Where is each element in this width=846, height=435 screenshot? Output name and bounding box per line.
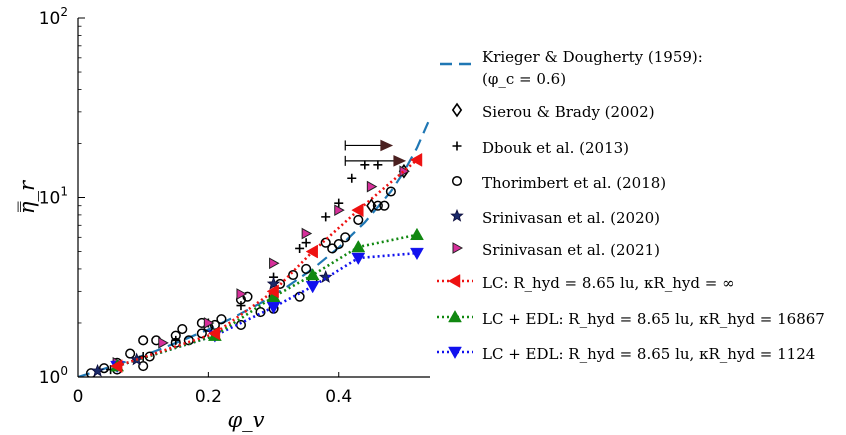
axes: 0 0.2 0.4 100 101 102 φ_v η̿_r bbox=[15, 5, 430, 432]
legend-entry-thorimbert: Thorimbert et al. (2018) bbox=[451, 174, 666, 192]
data-point-srinivasan2021 bbox=[158, 336, 169, 349]
data-point-srinivasan2021 bbox=[334, 204, 345, 217]
data-point-dbouk bbox=[334, 198, 344, 208]
data-point-lc bbox=[409, 152, 423, 167]
data-point-srinivasan2020 bbox=[90, 363, 105, 377]
data-point-dbouk bbox=[321, 212, 331, 222]
legend-label: Thorimbert et al. (2018) bbox=[482, 174, 666, 192]
legend-entry-srinivasan2020: Srinivasan et al. (2020) bbox=[450, 208, 660, 227]
data-point-srinivasan2021 bbox=[236, 288, 247, 300]
dbouk-arrow bbox=[344, 139, 394, 152]
data-point-srinivasan2021 bbox=[366, 180, 378, 193]
x-tick-label: 0.4 bbox=[325, 387, 352, 407]
legend-entry-sierou: Sierou & Brady (2002) bbox=[451, 102, 655, 121]
data-point-dbouk bbox=[171, 335, 181, 345]
x-tick-label: 0 bbox=[73, 387, 84, 407]
legend-label: Srinivasan et al. (2021) bbox=[482, 241, 660, 259]
data-point-thorimbert bbox=[288, 269, 299, 281]
data-point-edl1124 bbox=[351, 252, 366, 266]
data-point-edl16867 bbox=[305, 267, 320, 281]
y-tick-label: 101 bbox=[39, 185, 68, 209]
series-lc-line bbox=[116, 158, 418, 368]
data-point-thorimbert bbox=[333, 239, 344, 250]
legend-label: LC: R_hyd = 8.65 lu, κR_hyd = ∞ bbox=[482, 274, 735, 292]
data-point-lc bbox=[305, 244, 318, 259]
data-point-edl16867 bbox=[351, 239, 366, 253]
legend-label: LC + EDL: R_hyd = 8.65 lu, κR_hyd = 1124 bbox=[482, 345, 815, 363]
dbouk-arrow-head bbox=[380, 139, 394, 152]
data-point-srinivasan2021 bbox=[301, 227, 313, 240]
y-axis-label: η̿_r bbox=[15, 179, 39, 214]
data-point-srinivasan2021 bbox=[203, 317, 215, 329]
data-point-thorimbert bbox=[216, 314, 227, 325]
dbouk-arrow-head bbox=[393, 155, 407, 167]
legend-label: LC + EDL: R_hyd = 8.65 lu, κR_hyd = 1686… bbox=[482, 310, 825, 328]
data-point-thorimbert bbox=[372, 200, 383, 211]
legend-swatch bbox=[452, 141, 462, 151]
legend-entry-dbouk: Dbouk et al. (2013) bbox=[452, 139, 629, 157]
data-point-lc bbox=[207, 326, 221, 341]
data-point-dbouk bbox=[236, 301, 246, 311]
legend-swatch bbox=[450, 208, 464, 222]
x-tick-label: 0.2 bbox=[195, 387, 222, 407]
data-point-lc bbox=[110, 359, 123, 374]
data-point-dbouk bbox=[360, 160, 370, 170]
legend-label: Sierou & Brady (2002) bbox=[482, 103, 655, 121]
data-point-srinivasan2021 bbox=[399, 165, 410, 178]
data-point-thorimbert bbox=[196, 328, 207, 339]
data-point-thorimbert bbox=[385, 186, 396, 197]
legend-label: Dbouk et al. (2013) bbox=[482, 139, 629, 157]
data-point-thorimbert bbox=[255, 307, 266, 318]
y-tick-label: 100 bbox=[39, 364, 68, 388]
legend-entry-lc: LC: R_hyd = 8.65 lu, κR_hyd = ∞ bbox=[437, 274, 735, 292]
legend-entry-edl1124: LC + EDL: R_hyd = 8.65 lu, κR_hyd = 1124 bbox=[437, 345, 815, 363]
data-point-dbouk bbox=[347, 173, 357, 183]
data-point-dbouk bbox=[373, 160, 383, 170]
data-point-edl16867 bbox=[410, 227, 424, 241]
series-lc bbox=[110, 152, 423, 374]
legend-entry-srinivasan2021: Srinivasan et al. (2021) bbox=[452, 241, 660, 259]
x-axis-label: φ_v bbox=[227, 408, 264, 432]
data-point-thorimbert bbox=[353, 214, 364, 225]
legend: Krieger & Dougherty (1959): (φ_c = 0.6) Si… bbox=[437, 48, 825, 363]
legend-label: Krieger & Dougherty (1959): bbox=[482, 48, 703, 66]
series-dbouk bbox=[106, 139, 407, 375]
data-point-srinivasan2020 bbox=[266, 276, 281, 290]
data-point-thorimbert bbox=[340, 232, 351, 243]
data-point-edl1124 bbox=[410, 247, 424, 261]
legend-swatch bbox=[452, 242, 464, 254]
data-point-dbouk bbox=[301, 238, 311, 248]
data-point-srinivasan2021 bbox=[269, 257, 280, 270]
data-point-thorimbert bbox=[242, 291, 253, 302]
data-point-dbouk bbox=[295, 243, 305, 253]
legend-swatch bbox=[448, 309, 462, 323]
legend-entry-edl16867: LC + EDL: R_hyd = 8.65 lu, κR_hyd = 1686… bbox=[437, 309, 825, 328]
legend-swatch bbox=[451, 175, 463, 187]
data-point-edl1124 bbox=[266, 301, 281, 315]
data-point-thorimbert bbox=[379, 200, 390, 211]
data-point-thorimbert bbox=[138, 335, 149, 346]
legend-label: Srinivasan et al. (2020) bbox=[482, 209, 660, 227]
legend-swatch bbox=[447, 274, 461, 288]
data-point-edl1124 bbox=[305, 281, 320, 294]
plot-area bbox=[78, 117, 430, 377]
data-point-lc bbox=[351, 203, 364, 218]
data-point-thorimbert bbox=[301, 263, 312, 274]
data-point-lc bbox=[266, 284, 279, 299]
data-point-sierou bbox=[366, 198, 377, 214]
y-tick-label: 102 bbox=[39, 5, 68, 29]
data-point-thorimbert bbox=[177, 323, 188, 335]
data-point-thorimbert bbox=[99, 363, 110, 374]
dbouk-arrow bbox=[344, 155, 407, 167]
series-edl16867-line bbox=[116, 233, 418, 368]
legend-swatch bbox=[451, 102, 463, 118]
data-point-thorimbert bbox=[138, 361, 149, 372]
legend-swatch bbox=[448, 346, 462, 360]
data-point-thorimbert bbox=[320, 237, 331, 248]
legend-entry-krieger: Krieger & Dougherty (1959): (φ_c = 0.6) bbox=[440, 48, 703, 88]
data-point-thorimbert bbox=[125, 348, 136, 359]
legend-label: (φ_c = 0.6) bbox=[482, 70, 566, 88]
